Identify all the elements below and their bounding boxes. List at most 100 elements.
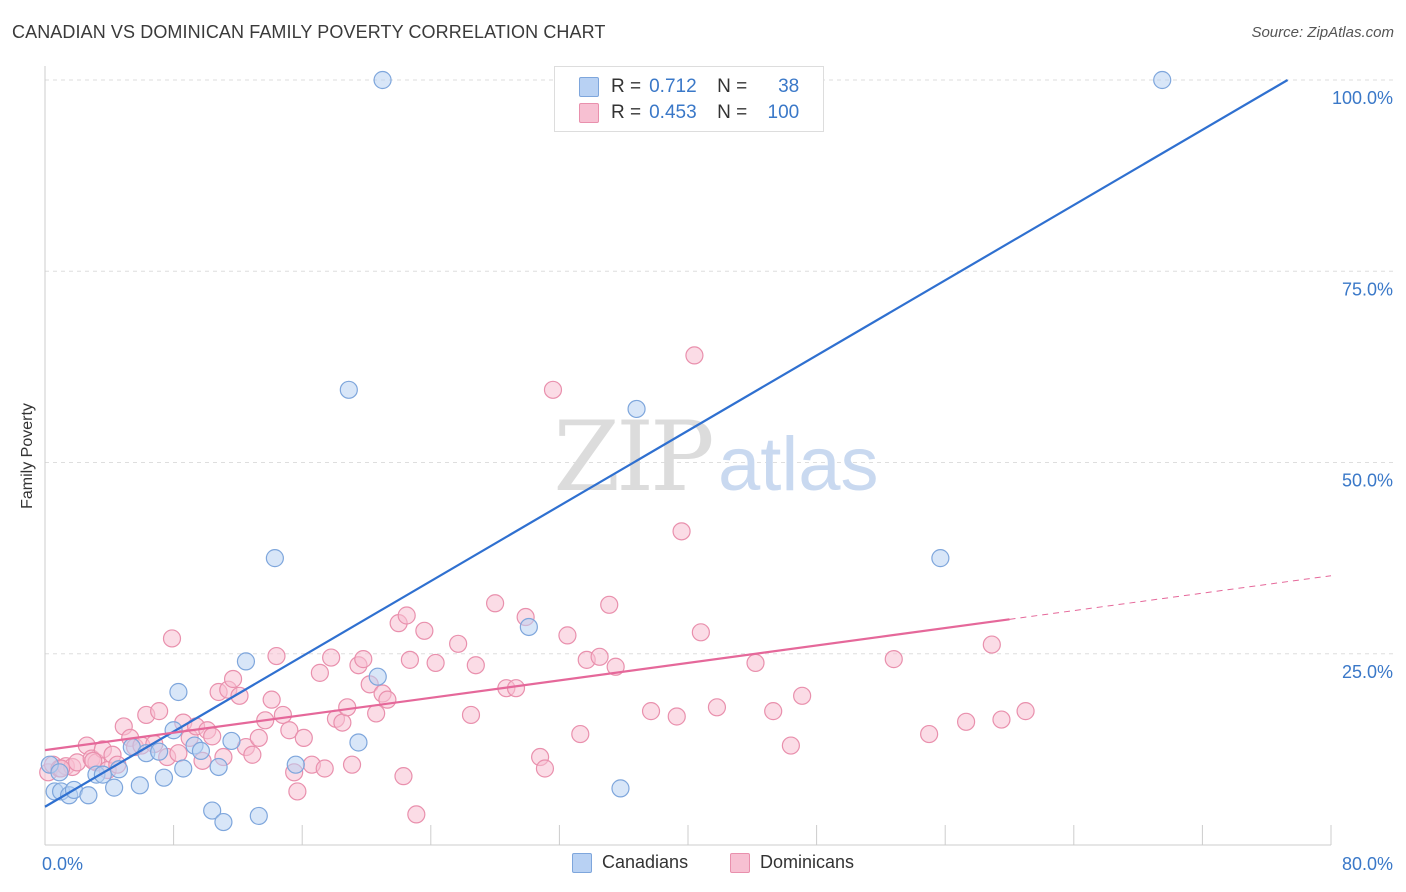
x-tick-label-max: 80.0% [1342,854,1393,874]
dominican-point [884,650,903,669]
canadian-point [1153,70,1172,90]
dominican-point [407,805,426,824]
canadian-point [339,380,358,399]
dominican-point [367,704,386,723]
dominican-point [1016,702,1035,721]
legend-item-canadians[interactable]: Canadians [572,852,688,873]
source-label: Source: ZipAtlas.com [1251,24,1394,41]
canadian-point [286,755,305,774]
dominicans-legend-label: Dominicans [760,852,855,872]
dominican-point [685,346,704,365]
canadian-point [236,652,256,671]
dominican-point [920,724,939,744]
canadians-legend-swatch [572,852,592,873]
dominican-point [992,710,1011,729]
dominican-point [243,745,262,764]
dominican-point [781,736,800,755]
dominican-point [397,606,416,625]
dominican-point [672,522,691,541]
dominicans-trend-line [44,618,1010,752]
dominican-point [310,663,329,682]
dominican-point [333,713,352,732]
canadian-point [373,70,392,90]
watermark: ZIP atlas [553,401,878,513]
canadians-r-value: 0.712 [649,76,697,97]
legend-item-dominicans[interactable]: Dominicans [730,852,854,873]
dominican-point [746,653,765,673]
dominican-point [641,702,661,721]
canadian-point [105,778,124,797]
dominican-point [558,626,577,645]
canadians-legend-label: Canadians [602,852,689,872]
dominican-point [203,727,222,746]
dominican-point [315,759,334,778]
trend-lines [44,79,1332,808]
canadian-point [191,741,211,761]
dominican-point [600,595,619,614]
dominican-point [273,705,293,725]
dominican-point [169,744,188,763]
dominican-point [956,712,976,731]
series-legend: Canadians Dominicans [0,852,1406,876]
dominican-point [590,647,609,666]
canadian-point [931,549,950,568]
dominicans-legend-swatch [730,852,750,873]
axes [44,66,1332,846]
dominican-point [426,653,445,673]
y-tick-label: 75.0% [1342,279,1393,299]
canadians-trend-line [44,79,1289,808]
r-label: R = [611,102,642,123]
canadian-point [209,757,228,777]
dominican-point [486,594,505,613]
canadian-point [130,776,149,795]
canadian-point [519,617,538,637]
canadian-point [50,763,69,782]
canadians-n-value: 38 [778,76,800,97]
y-tick-label: 100.0% [1332,88,1393,108]
y-tick-label: 25.0% [1342,662,1393,682]
dominican-point [707,698,727,717]
dominican-point [461,705,481,725]
r-label: R = [611,76,642,97]
dominicans-swatch [579,103,599,123]
dominican-point [342,755,362,774]
n-label: N = [717,102,748,123]
canadian-point [154,768,174,787]
canadian-point [349,733,368,752]
dominicans-trend-extension [1009,575,1332,620]
stats-legend: R = 0.712 N = 38 R = 0.453 N = 100 [554,66,824,132]
canadian-point [169,682,188,702]
dominican-point [449,634,468,653]
chart-title: CANADIAN VS DOMINICAN FAMILY POVERTY COR… [12,22,606,42]
dominican-point [691,623,710,642]
legend-row-dominicans: R = 0.453 N = 100 [579,101,799,125]
dominican-point [280,721,299,740]
legend-row-canadians: R = 0.712 N = 38 [579,75,799,99]
dominican-point [466,656,485,675]
dominican-point [400,650,420,669]
dominican-point [288,782,307,801]
canadian-point [222,731,241,751]
dominican-point [262,690,281,709]
canadian-point [265,549,284,568]
dominican-point [982,635,1001,654]
canadian-point [203,801,222,820]
canadian-point [249,806,268,826]
canadian-point [174,759,193,778]
tick-labels: 25.0% 50.0% 75.0% 100.0% 0.0% 80.0% [42,88,1393,874]
dominican-point [606,657,625,676]
watermark-atlas: atlas [718,422,879,507]
dominican-point [223,669,243,689]
n-label: N = [717,76,748,97]
dominican-point [267,646,286,666]
dominican-point [162,629,182,648]
dominican-point [535,759,555,778]
dominican-point [394,767,413,786]
dominicans-r-value: 0.453 [649,102,697,123]
x-tick-label-min: 0.0% [42,854,83,874]
dominican-point [415,621,434,640]
canadian-point [627,399,646,419]
dominican-point [354,650,373,669]
dominican-point [249,728,268,748]
